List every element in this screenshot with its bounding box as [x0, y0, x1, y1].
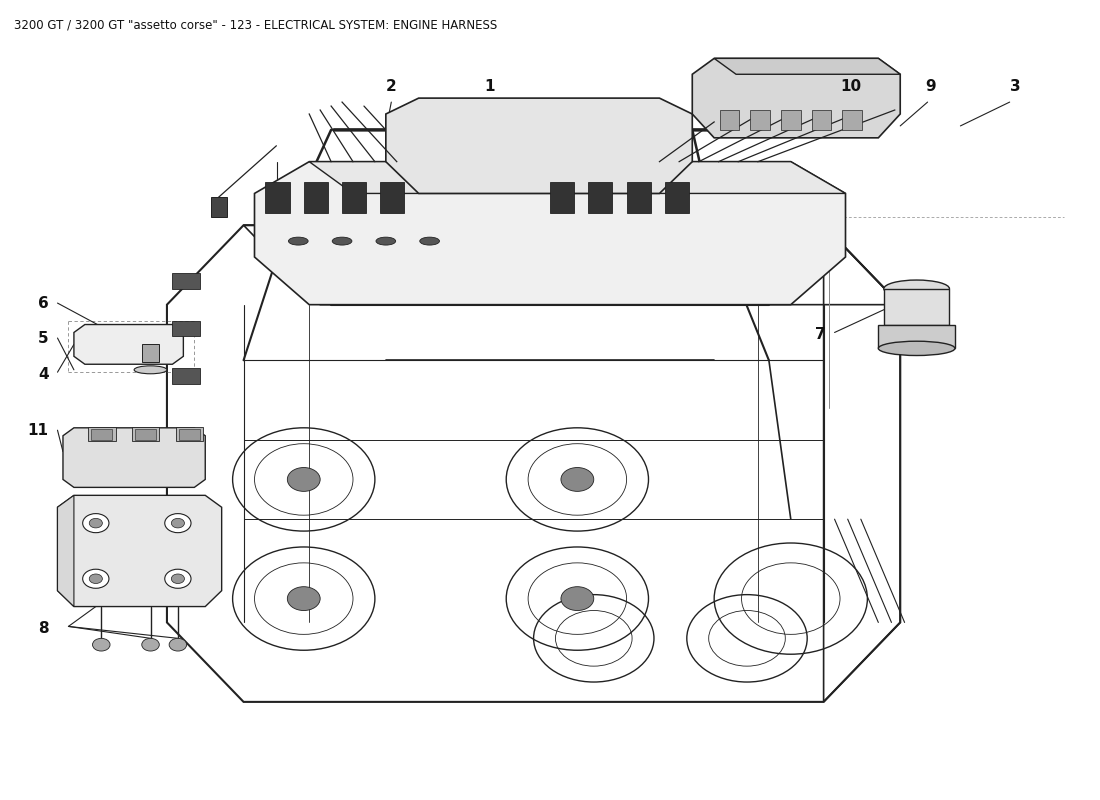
Ellipse shape [878, 342, 955, 355]
Text: 11: 11 [28, 422, 48, 438]
Bar [211, 198, 227, 218]
Bar [781, 110, 801, 130]
Bar [135, 429, 156, 440]
Bar [91, 429, 112, 440]
Circle shape [172, 574, 185, 583]
Bar [588, 182, 613, 214]
Text: 9: 9 [925, 79, 936, 94]
Text: 5: 5 [39, 330, 48, 346]
Bar [664, 182, 689, 214]
Circle shape [287, 467, 320, 491]
Circle shape [89, 518, 102, 528]
Circle shape [165, 514, 191, 533]
Bar [88, 427, 116, 442]
Text: 3: 3 [1010, 79, 1021, 94]
Ellipse shape [288, 237, 308, 245]
Circle shape [82, 570, 109, 588]
Circle shape [92, 638, 110, 651]
Polygon shape [309, 162, 846, 194]
Polygon shape [74, 325, 184, 364]
Bar [176, 427, 204, 442]
Bar [173, 321, 200, 337]
Circle shape [172, 518, 185, 528]
Bar [173, 273, 200, 289]
Circle shape [142, 638, 160, 651]
Bar [132, 427, 160, 442]
Bar [750, 110, 770, 130]
Text: 6: 6 [39, 295, 48, 310]
Bar [304, 182, 328, 214]
Bar [265, 182, 289, 214]
Bar [627, 182, 651, 214]
Circle shape [287, 586, 320, 610]
Polygon shape [692, 58, 900, 138]
Bar [719, 110, 739, 130]
Polygon shape [254, 162, 846, 305]
Bar [812, 110, 832, 130]
Circle shape [165, 570, 191, 588]
Ellipse shape [420, 237, 440, 245]
Bar [179, 429, 200, 440]
Bar [381, 182, 405, 214]
Circle shape [169, 638, 187, 651]
Bar [142, 344, 160, 362]
Circle shape [561, 586, 594, 610]
Text: 3200 GT / 3200 GT "assetto corse" - 123 - ELECTRICAL SYSTEM: ENGINE HARNESS: 3200 GT / 3200 GT "assetto corse" - 123 … [13, 18, 497, 32]
Text: 2: 2 [386, 79, 397, 94]
Circle shape [89, 574, 102, 583]
Polygon shape [57, 495, 74, 606]
Bar [173, 368, 200, 384]
Polygon shape [386, 98, 692, 194]
Text: 8: 8 [39, 622, 48, 636]
Bar [550, 182, 574, 214]
Polygon shape [63, 428, 206, 487]
Polygon shape [57, 495, 222, 606]
Ellipse shape [376, 237, 396, 245]
Ellipse shape [134, 366, 167, 374]
Bar [878, 325, 955, 348]
Bar [843, 110, 862, 130]
Ellipse shape [883, 280, 949, 298]
Polygon shape [714, 58, 900, 74]
Text: 7: 7 [815, 327, 826, 342]
Text: 10: 10 [840, 79, 861, 94]
Bar [342, 182, 366, 214]
Circle shape [82, 514, 109, 533]
Circle shape [561, 467, 594, 491]
Bar [883, 289, 949, 325]
Ellipse shape [332, 237, 352, 245]
Text: 1: 1 [485, 79, 495, 94]
Text: 4: 4 [39, 367, 48, 382]
